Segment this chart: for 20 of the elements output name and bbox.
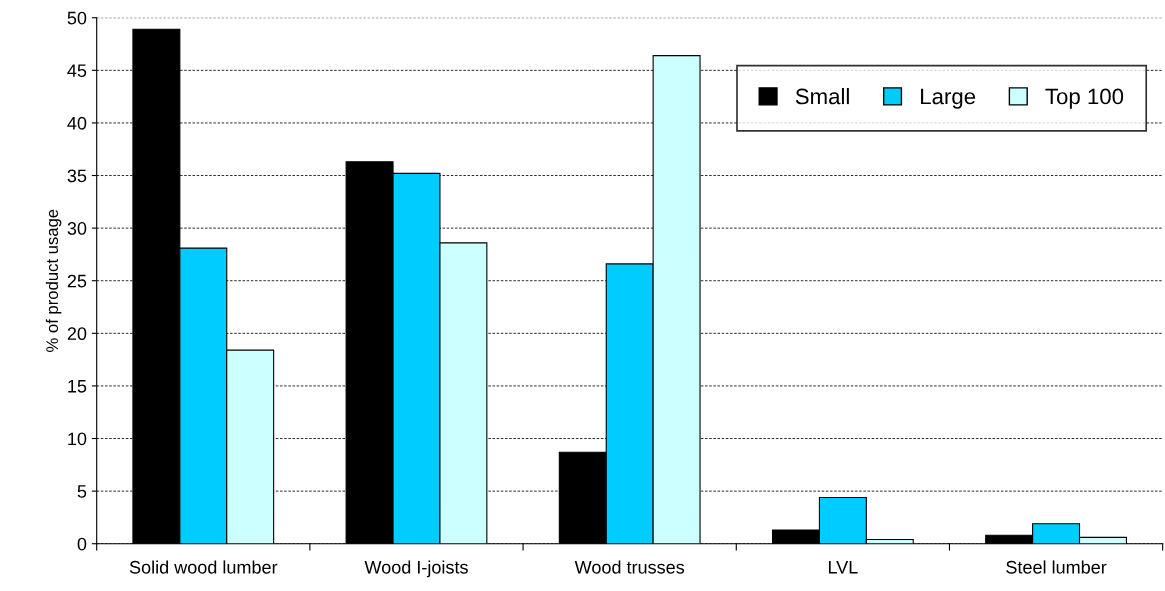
y-tick-label: 0: [77, 537, 87, 551]
x-tick-label: Solid wood lumber: [129, 560, 278, 574]
legend-label: Large: [921, 88, 976, 109]
x-tick-label: LVL: [828, 561, 858, 574]
y-tick-label: 50: [67, 11, 87, 25]
y-tick-label: 15: [68, 380, 87, 393]
y-tick-label: 25: [67, 274, 87, 288]
y-axis-title: % of product usage: [45, 209, 62, 352]
y-tick-label: 40: [67, 116, 87, 130]
x-tick-label: Steel lumber: [1006, 560, 1107, 574]
y-tick-label: 10: [68, 432, 87, 446]
y-tick-label: 45: [67, 64, 87, 78]
y-tick-label: 30: [67, 222, 87, 235]
y-tick-label: 35: [67, 169, 87, 183]
legend-label: Small: [795, 88, 849, 105]
x-tick-label: Wood I-joists: [364, 560, 468, 578]
y-tick-label: 20: [67, 327, 87, 341]
y-tick-label: 5: [77, 485, 87, 498]
legend-label: Top 100: [1045, 88, 1124, 109]
x-tick-label: Wood trusses: [574, 560, 685, 574]
